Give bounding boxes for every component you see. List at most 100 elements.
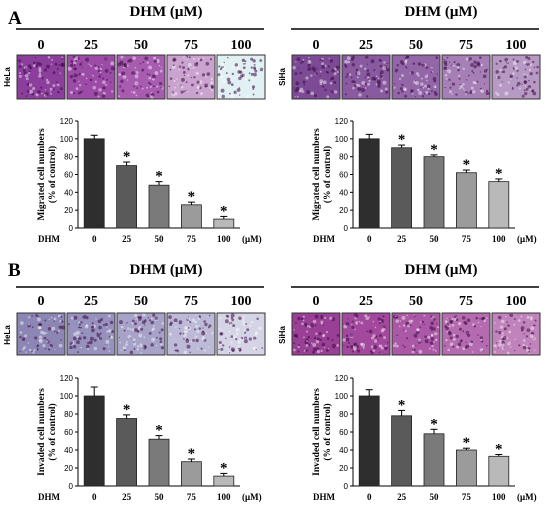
bar <box>116 165 137 229</box>
micrograph-well <box>166 54 216 100</box>
bar <box>358 138 380 229</box>
error-bar <box>430 154 438 157</box>
bar <box>423 156 445 229</box>
y-tick-label: 100 <box>335 392 349 401</box>
y-tick-label: 0 <box>344 224 349 233</box>
dose-label: 75 <box>459 294 473 309</box>
error-bar <box>220 215 228 220</box>
micrograph-well <box>341 54 391 100</box>
significance-star: * <box>188 189 196 205</box>
dose-header: DHM (μM) <box>404 262 477 278</box>
micrograph-well <box>16 312 66 356</box>
y-axis-label: Invaded cell numbers(% of control) <box>312 388 333 476</box>
y-axis-label: Invaded cell numbers(% of control) <box>37 388 58 476</box>
x-tick-label: 100 <box>492 234 506 244</box>
significance-star: * <box>220 460 228 476</box>
bar <box>455 172 477 229</box>
x-tick-label: 0 <box>367 234 372 244</box>
bar <box>213 218 235 229</box>
significance-star: * <box>463 157 471 173</box>
dose-label: 50 <box>409 38 423 53</box>
x-tick-label: 25 <box>397 234 407 244</box>
y-tick-label: 60 <box>339 428 348 437</box>
error-bar <box>220 472 228 477</box>
x-axis-unit: (μM) <box>242 234 262 244</box>
micrograph-well <box>66 54 116 100</box>
bar <box>358 395 380 487</box>
y-tick-label: 60 <box>64 428 73 437</box>
dose-label: 25 <box>84 294 98 309</box>
y-tick-label: 120 <box>60 374 74 383</box>
x-tick-label: 75 <box>462 492 472 502</box>
panel-b-hela: DHM (μM) 0 25 50 75 100 HeLa 0 20 40 60 80 100 120Inv… <box>3 262 266 502</box>
bar <box>423 433 445 487</box>
x-axis-unit: (μM) <box>242 492 262 502</box>
bar <box>148 438 170 487</box>
dose-label: 100 <box>231 294 252 309</box>
significance-star: * <box>430 142 438 158</box>
significance-star: * <box>155 169 163 185</box>
x-tick-label: 0 <box>92 492 97 502</box>
y-tick-label: 20 <box>64 206 73 215</box>
y-tick-label: 100 <box>60 392 74 401</box>
dose-label: 25 <box>359 294 373 309</box>
micrograph-well <box>391 312 441 356</box>
bar <box>180 461 202 487</box>
x-axis-label: DHM <box>38 234 61 244</box>
dose-label: 0 <box>313 38 320 53</box>
dose-label: 0 <box>38 294 45 309</box>
significance-star: * <box>155 423 163 439</box>
dose-label: 50 <box>134 38 148 53</box>
dose-label: 100 <box>506 294 527 309</box>
y-axis-label: Migrated cell numbers(% of control) <box>37 128 58 221</box>
micrograph-well <box>441 54 491 100</box>
x-tick-label: 100 <box>217 492 231 502</box>
error-bar <box>155 435 163 440</box>
x-tick-label: 25 <box>122 492 132 502</box>
error-bar <box>187 201 195 205</box>
significance-star: * <box>123 149 131 165</box>
micrograph-well <box>16 54 66 100</box>
dose-label: 75 <box>459 38 473 53</box>
bar <box>180 204 202 229</box>
error-bar <box>495 178 503 182</box>
micrograph-well <box>291 54 341 100</box>
micrograph-well <box>116 312 166 356</box>
dose-header: DHM (μM) <box>129 262 202 278</box>
bar <box>83 138 105 229</box>
y-tick-label: 60 <box>339 171 348 180</box>
significance-star: * <box>398 132 406 148</box>
x-tick-label: 75 <box>187 234 197 244</box>
dose-label: 25 <box>84 38 98 53</box>
y-tick-label: 20 <box>339 464 348 473</box>
bar <box>488 455 510 487</box>
error-bar <box>495 454 503 457</box>
y-tick-label: 80 <box>339 153 348 162</box>
y-tick-label: 120 <box>335 117 349 126</box>
x-tick-label: 50 <box>430 492 440 502</box>
significance-star: * <box>495 442 503 458</box>
error-bar <box>398 144 406 148</box>
y-tick-label: 40 <box>64 446 73 455</box>
x-tick-label: 100 <box>217 234 231 244</box>
x-tick-label: 25 <box>122 234 132 244</box>
dose-label: 0 <box>38 38 45 53</box>
dose-label: 100 <box>506 38 527 53</box>
y-tick-label: 80 <box>339 410 348 419</box>
y-tick-label: 0 <box>344 482 349 491</box>
y-tick-label: 60 <box>64 171 73 180</box>
micrograph-well <box>116 54 166 100</box>
dose-label: 100 <box>231 38 252 53</box>
y-tick-label: 20 <box>339 206 348 215</box>
micrograph-well <box>216 312 266 356</box>
micrograph-well <box>166 312 216 356</box>
error-bar <box>462 169 470 173</box>
dose-label: 50 <box>409 294 423 309</box>
x-tick-label: 50 <box>430 234 440 244</box>
y-axis-label: Migrated cell numbers(% of control) <box>312 128 333 221</box>
x-tick-label: 50 <box>155 492 165 502</box>
micrograph-well <box>441 312 491 356</box>
micrograph-well <box>491 54 541 100</box>
y-tick-label: 0 <box>69 224 74 233</box>
